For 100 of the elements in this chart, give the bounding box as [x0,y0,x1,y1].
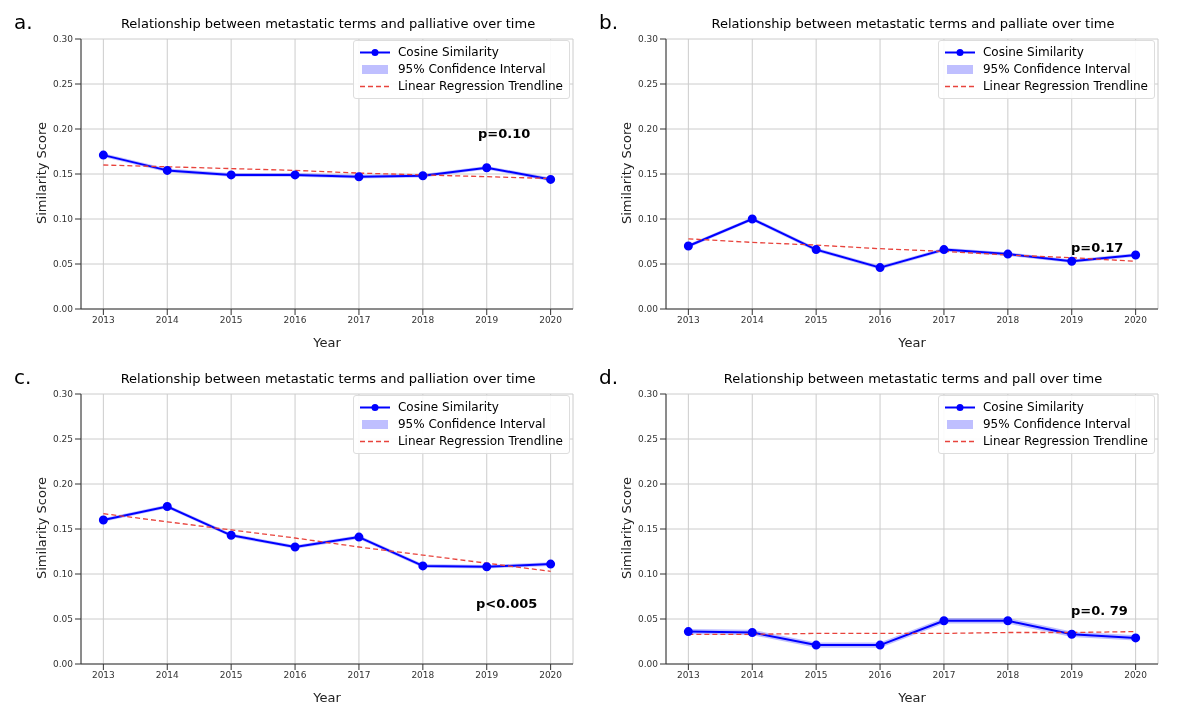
x-tick-label: 2013 [676,670,700,681]
point [811,640,821,650]
annotation: 95% Confidence Interval [397,61,546,78]
x-tick-label: 2019 [1060,315,1084,326]
y-axis-title: Similarity Score [33,476,49,579]
x-tick-label: 2015 [804,670,828,681]
y-tick-label: 0.15 [637,524,658,535]
legend-label: Linear Regression Trendline [397,433,563,450]
y-tick-label: 0.00 [52,304,74,315]
point [226,170,236,180]
x-tick-label: 2013 [91,670,115,681]
x-tick-label: 2017 [932,670,956,681]
y-tick-label: 0.05 [52,259,73,270]
y-tick-label: 0.30 [637,389,659,400]
y-axis-title: Similarity Score [618,121,634,224]
y-tick-label: 0.00 [637,659,659,670]
annotation: 95% Confidence Interval [982,416,1131,433]
legend-label: Linear Regression Trendline [982,78,1148,95]
y-tick-label: 0.30 [52,34,74,45]
chart-title: Relationship between metastatic terms and palliation over time [120,371,536,386]
y-tick-label: 0.25 [637,79,658,90]
x-tick-label: 2018 [996,670,1020,681]
y-tick-label: 0.25 [52,434,73,445]
point [354,532,364,542]
annotation: p=0.17 [1071,240,1124,255]
legend-label: Cosine Similarity [397,399,499,416]
x-tick-label: 2015 [804,315,828,326]
x-tick-label: 2018 [411,670,435,681]
x-tick-label: 2017 [347,670,371,681]
y-axis-title: Similarity Score [33,121,49,224]
point [811,245,821,255]
point [546,559,556,569]
x-tick-label: 2019 [475,670,499,681]
point [683,241,693,251]
annotation: 95% Confidence Interval [397,416,546,433]
x-tick-label: 2014 [155,315,179,326]
legend-label: Cosine Similarity [982,399,1084,416]
x-tick-label: 2020 [1124,670,1148,681]
chart-title: Relationship between metastatic terms and palliate over time [710,16,1116,31]
point [1131,250,1141,260]
y-tick-label: 0.05 [637,259,658,270]
x-tick-label: 2013 [91,315,115,326]
point [162,502,172,511]
point [939,245,949,255]
point [875,263,885,273]
x-tick-label: 2016 [283,670,307,681]
chart-title: Relationship between metastatic terms and pall over time [722,371,1104,386]
legend-label: Cosine Similarity [397,44,499,61]
text: a. [14,10,33,34]
x-tick-label: 2020 [1124,315,1148,326]
point [482,562,492,572]
text: b. [599,10,619,34]
x-tick-label: 2014 [740,670,764,681]
x-tick-label: 2014 [740,315,764,326]
annotation: p=0. 79 [1071,603,1128,618]
y-tick-label: 0.20 [637,479,659,490]
point [875,640,885,650]
y-tick-label: 0.30 [52,389,74,400]
point [1003,616,1013,626]
legend-label: Cosine Similarity [982,44,1084,61]
y-tick-label: 0.15 [52,524,73,535]
x-tick-label: 2015 [219,315,243,326]
y-tick-label: 0.15 [637,169,658,180]
point [418,171,428,181]
x-axis-title: Year [312,335,342,350]
x-tick-label: 2018 [996,315,1020,326]
x-tick-label: 2016 [868,670,892,681]
chart-title: Relationship between metastatic terms and palliative over time [120,16,536,31]
y-tick-label: 0.25 [637,434,658,445]
y-tick-label: 0.20 [52,479,74,490]
x-tick-label: 2018 [411,315,435,326]
y-axis-title: Similarity Score [618,476,634,579]
point [939,616,949,626]
point [290,542,300,552]
point [747,628,757,637]
x-axis-title: Year [897,690,927,705]
y-tick-label: 0.10 [52,569,74,580]
text: d. [599,365,619,389]
x-tick-label: 2014 [155,670,179,681]
x-tick-label: 2019 [1060,670,1084,681]
y-tick-label: 0.05 [52,614,73,625]
y-tick-label: 0.10 [637,214,659,225]
point [1067,629,1077,639]
y-tick-label: 0.15 [52,169,73,180]
x-tick-label: 2017 [347,315,371,326]
point [226,530,236,540]
x-tick-label: 2020 [539,315,563,326]
point [418,561,428,571]
x-tick-label: 2019 [475,315,499,326]
point [98,515,108,525]
point [1003,249,1013,259]
y-tick-label: 0.00 [52,659,74,670]
annotation: p=0.10 [478,126,531,141]
point [98,150,108,160]
point [747,214,757,224]
legend-label: Linear Regression Trendline [397,78,563,95]
point [162,165,172,175]
annotation: 95% Confidence Interval [982,61,1131,78]
point [354,172,364,182]
x-tick-label: 2016 [868,315,892,326]
